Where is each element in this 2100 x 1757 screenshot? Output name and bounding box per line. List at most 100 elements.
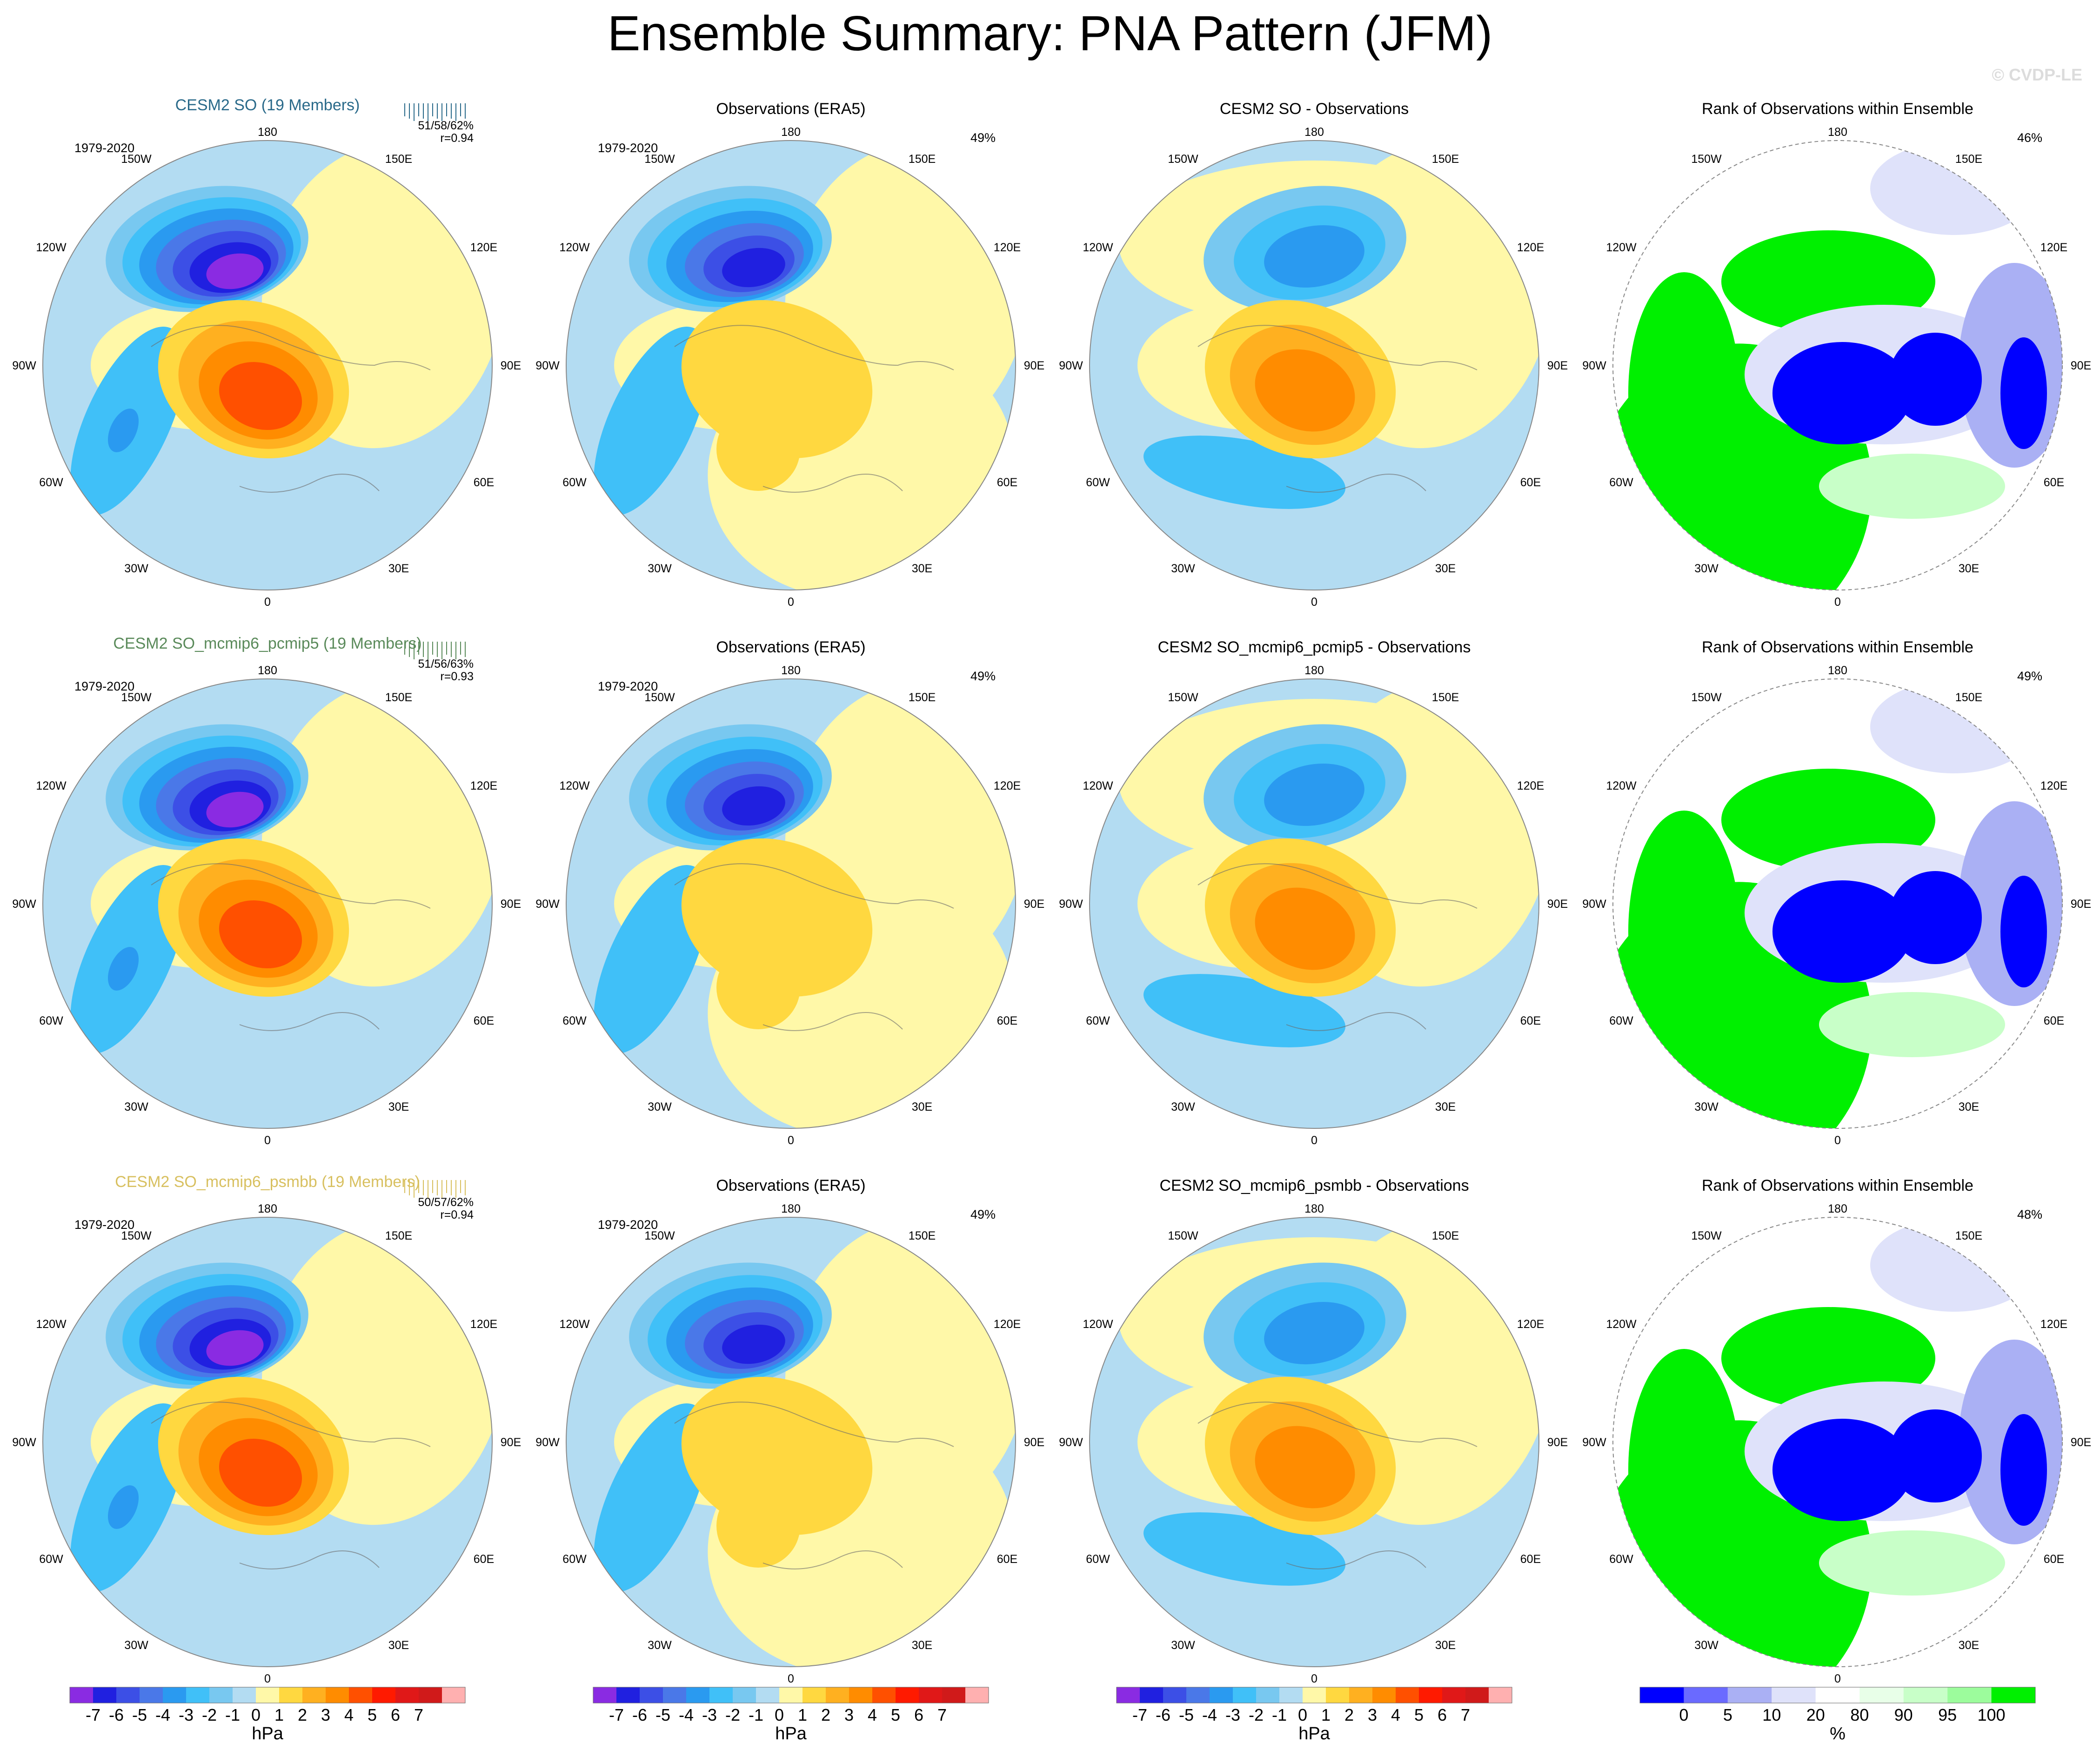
label-60w: 60W <box>562 1014 587 1027</box>
colorbar-swatch <box>1326 1687 1349 1703</box>
label-90w: 90W <box>535 359 560 372</box>
label-90e: 90E <box>1024 1436 1044 1449</box>
rank-lowest-core <box>2000 337 2047 449</box>
label-0: 0 <box>788 1134 794 1147</box>
label-90w: 90W <box>12 359 36 372</box>
label-180: 180 <box>1304 126 1324 139</box>
high-pressure-contour <box>681 1376 873 1536</box>
label-120w: 120W <box>1083 241 1113 254</box>
label-60w: 60W <box>39 1014 63 1027</box>
label-60w: 60W <box>1609 1553 1633 1566</box>
panel-obs-row-1: 180 0 90W 90E 150W 150E 120W 120E 60W 60E 30W 30E Ob… <box>535 100 1044 609</box>
rank-title: Rank of Observations within Ensemble <box>1702 638 1973 656</box>
colorbar-tick-label: -1 <box>225 1705 240 1724</box>
page-title: Ensemble Summary: PNA Pattern (JFM) <box>607 6 1493 61</box>
colorbar-tick-label: 0 <box>1298 1705 1307 1724</box>
label-90w: 90W <box>535 1436 560 1449</box>
label-30e: 30E <box>1435 1100 1456 1113</box>
difference-title: CESM2 SO_mcmip6_psmbb - Observations <box>1159 1177 1469 1194</box>
label-150w: 150W <box>1691 153 1722 166</box>
colorbar-tick-label: 20 <box>1806 1705 1825 1724</box>
colorbar-tick-label: -2 <box>1249 1705 1264 1724</box>
low-pressure-contour <box>1264 763 1364 826</box>
coastline <box>762 1012 903 1031</box>
low-pressure-contour <box>206 1330 264 1366</box>
model-title: CESM2 SO_mcmip6_psmbb (19 Members) <box>115 1173 420 1191</box>
colorbar-frame <box>1639 1687 2036 1703</box>
label-120w: 120W <box>36 779 67 792</box>
colorbar-tick-label: 0 <box>1679 1705 1688 1724</box>
colorbar-swatch <box>616 1687 640 1703</box>
rank-mid-region <box>1819 992 2005 1057</box>
variance-explained: 49% <box>970 131 996 145</box>
coastline <box>674 863 954 909</box>
colorbar-tick-label: 1 <box>1321 1705 1331 1724</box>
rank-title: Rank of Observations within Ensemble <box>1702 1177 1973 1194</box>
label-90w: 90W <box>1582 898 1606 911</box>
label-90w: 90W <box>1582 359 1606 372</box>
label-0: 0 <box>788 1672 794 1685</box>
label-30w: 30W <box>1171 1639 1195 1652</box>
label-30e: 30E <box>912 1639 932 1652</box>
map-boundary <box>1089 678 1539 1129</box>
label-150w: 150W <box>1168 691 1198 704</box>
map-field <box>43 141 492 590</box>
colorbar-swatch <box>1372 1687 1396 1703</box>
colorbar-swatch <box>1117 1687 1140 1703</box>
colorbar-tick-label: 80 <box>1850 1705 1869 1724</box>
label-150e: 150E <box>909 1229 936 1242</box>
label-150e: 150E <box>909 153 936 166</box>
colorbar-swatch <box>70 1687 93 1703</box>
label-30w: 30W <box>648 562 672 575</box>
colorbar-swatch <box>1163 1687 1186 1703</box>
colorbar-tick-label: -6 <box>1156 1705 1170 1724</box>
coastline <box>1197 863 1478 909</box>
panel-model-row-3: 180 0 90W 90E 150W 150E 120W 120E 60W 60E 30W 30E CE… <box>12 1173 521 1685</box>
rank-mid-region <box>1819 454 2005 519</box>
colorbar-tick-label: -7 <box>86 1705 100 1724</box>
pattern-stats: 50/57/62% <box>418 1196 474 1209</box>
label-60e: 60E <box>2044 1553 2064 1566</box>
map-boundary <box>566 140 1016 590</box>
colorbar-tick-label: 5 <box>1414 1705 1424 1724</box>
colorbar-swatch <box>302 1687 326 1703</box>
label-60e: 60E <box>997 1553 1017 1566</box>
high-pressure-contour <box>219 362 302 430</box>
label-90w: 90W <box>1582 1436 1606 1449</box>
label-90e: 90E <box>501 898 521 911</box>
period-label: 1979-2020 <box>74 1218 134 1232</box>
coastline <box>674 1402 954 1447</box>
label-0: 0 <box>1311 596 1318 609</box>
watermark: © CVDP-LE <box>1992 65 2082 84</box>
label-0: 0 <box>264 1672 271 1685</box>
label-60w: 60W <box>1086 1014 1110 1027</box>
colorbar-swatch <box>849 1687 872 1703</box>
label-60e: 60E <box>997 1014 1017 1027</box>
colorbar-tick-label: -4 <box>679 1705 694 1724</box>
negative-anomaly-band <box>594 327 709 516</box>
colorbar-frame <box>1116 1687 1512 1703</box>
colorbar-swatch <box>872 1687 896 1703</box>
map-field <box>566 1217 1016 1667</box>
colorbar-tick-label: 2 <box>821 1705 830 1724</box>
label-30w: 30W <box>648 1639 672 1652</box>
panel-diff-row-3: 180 0 90W 90E 150W 150E 120W 120E 60W 60E 30W 30E CE… <box>1059 1177 1568 1685</box>
colorbar-swatch <box>756 1687 779 1703</box>
rank-high-region <box>1628 272 1740 514</box>
negative-anomaly-core <box>107 947 139 991</box>
label-150w: 150W <box>644 691 675 704</box>
rank-mid-region <box>1819 1530 2005 1596</box>
period-label: 1979-2020 <box>598 679 658 693</box>
label-90w: 90W <box>12 898 36 911</box>
map-field <box>566 141 1016 590</box>
rank-percent: 48% <box>2017 1207 2042 1221</box>
coastline <box>1286 1012 1426 1031</box>
colorbar-swatch <box>186 1687 209 1703</box>
map-field <box>43 679 492 1128</box>
map-field <box>1090 141 1539 590</box>
label-180: 180 <box>258 664 277 677</box>
label-30w: 30W <box>1171 562 1195 575</box>
colorbar-swatch <box>1489 1687 1512 1703</box>
coastline <box>1197 1402 1478 1447</box>
colorbar-tick-label: 2 <box>1344 1705 1354 1724</box>
